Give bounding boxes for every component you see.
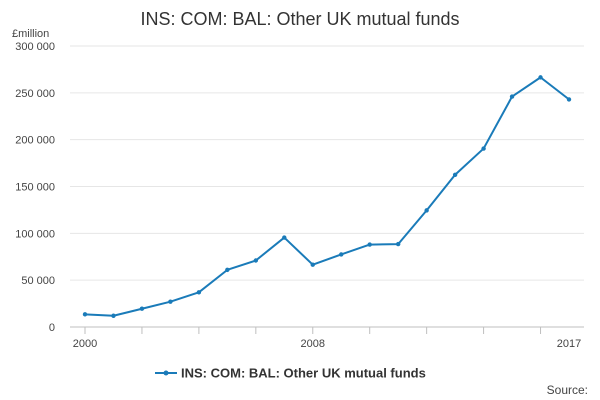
data-point-2012[interactable] [424, 208, 429, 213]
series-layer [82, 75, 572, 318]
data-point-2003[interactable] [168, 299, 173, 304]
x-tick-label-2: 2017 [557, 338, 581, 350]
data-point-2004[interactable] [196, 290, 202, 295]
y-tick-label-5: 250 000 [15, 88, 55, 100]
legend[interactable]: INS: COM: BAL: Other UK mutual funds [155, 366, 426, 381]
data-point-2007[interactable] [282, 235, 287, 240]
legend-point-marker [163, 370, 169, 376]
y-tick-label-4: 200 000 [15, 135, 55, 147]
data-point-2014[interactable] [481, 146, 486, 151]
y-axis-ticks: 0 50 000 100 000 150 000 200 000 250 000 300 0… [15, 41, 55, 334]
x-tick-label-0: 2000 [73, 338, 97, 350]
y-tick-label-0: 0 [49, 322, 55, 334]
y-tick-label-3: 150 000 [15, 182, 55, 194]
data-point-2009[interactable] [339, 252, 344, 257]
y-tick-label-2: 100 000 [15, 228, 55, 240]
data-point-2015[interactable] [509, 94, 515, 99]
y-axis-label: £million [12, 28, 49, 40]
data-point-2010[interactable] [367, 242, 372, 247]
data-point-2011[interactable] [395, 241, 401, 247]
chart-title: INS: COM: BAL: Other UK mutual funds [140, 9, 459, 29]
data-point-2016[interactable] [538, 75, 543, 80]
source-label: Source: [547, 383, 588, 397]
x-axis: 2000 2008 2017 [70, 326, 584, 350]
data-point-2001[interactable] [111, 313, 116, 318]
legend-label: INS: COM: BAL: Other UK mutual funds [181, 366, 426, 381]
data-point-2013[interactable] [452, 172, 458, 177]
data-point-2000[interactable] [82, 312, 88, 317]
y-tick-label-6: 300 000 [15, 41, 55, 53]
data-point-2006[interactable] [253, 258, 259, 263]
x-tick-label-1: 2008 [301, 338, 325, 350]
y-tick-label-1: 50 000 [21, 275, 55, 287]
data-point-2008[interactable] [310, 262, 315, 267]
data-point-2017[interactable] [566, 97, 572, 102]
data-point-2005[interactable] [225, 267, 230, 273]
series-line-0 [84, 76, 570, 317]
gridlines [70, 45, 584, 281]
data-point-2002[interactable] [139, 306, 145, 311]
